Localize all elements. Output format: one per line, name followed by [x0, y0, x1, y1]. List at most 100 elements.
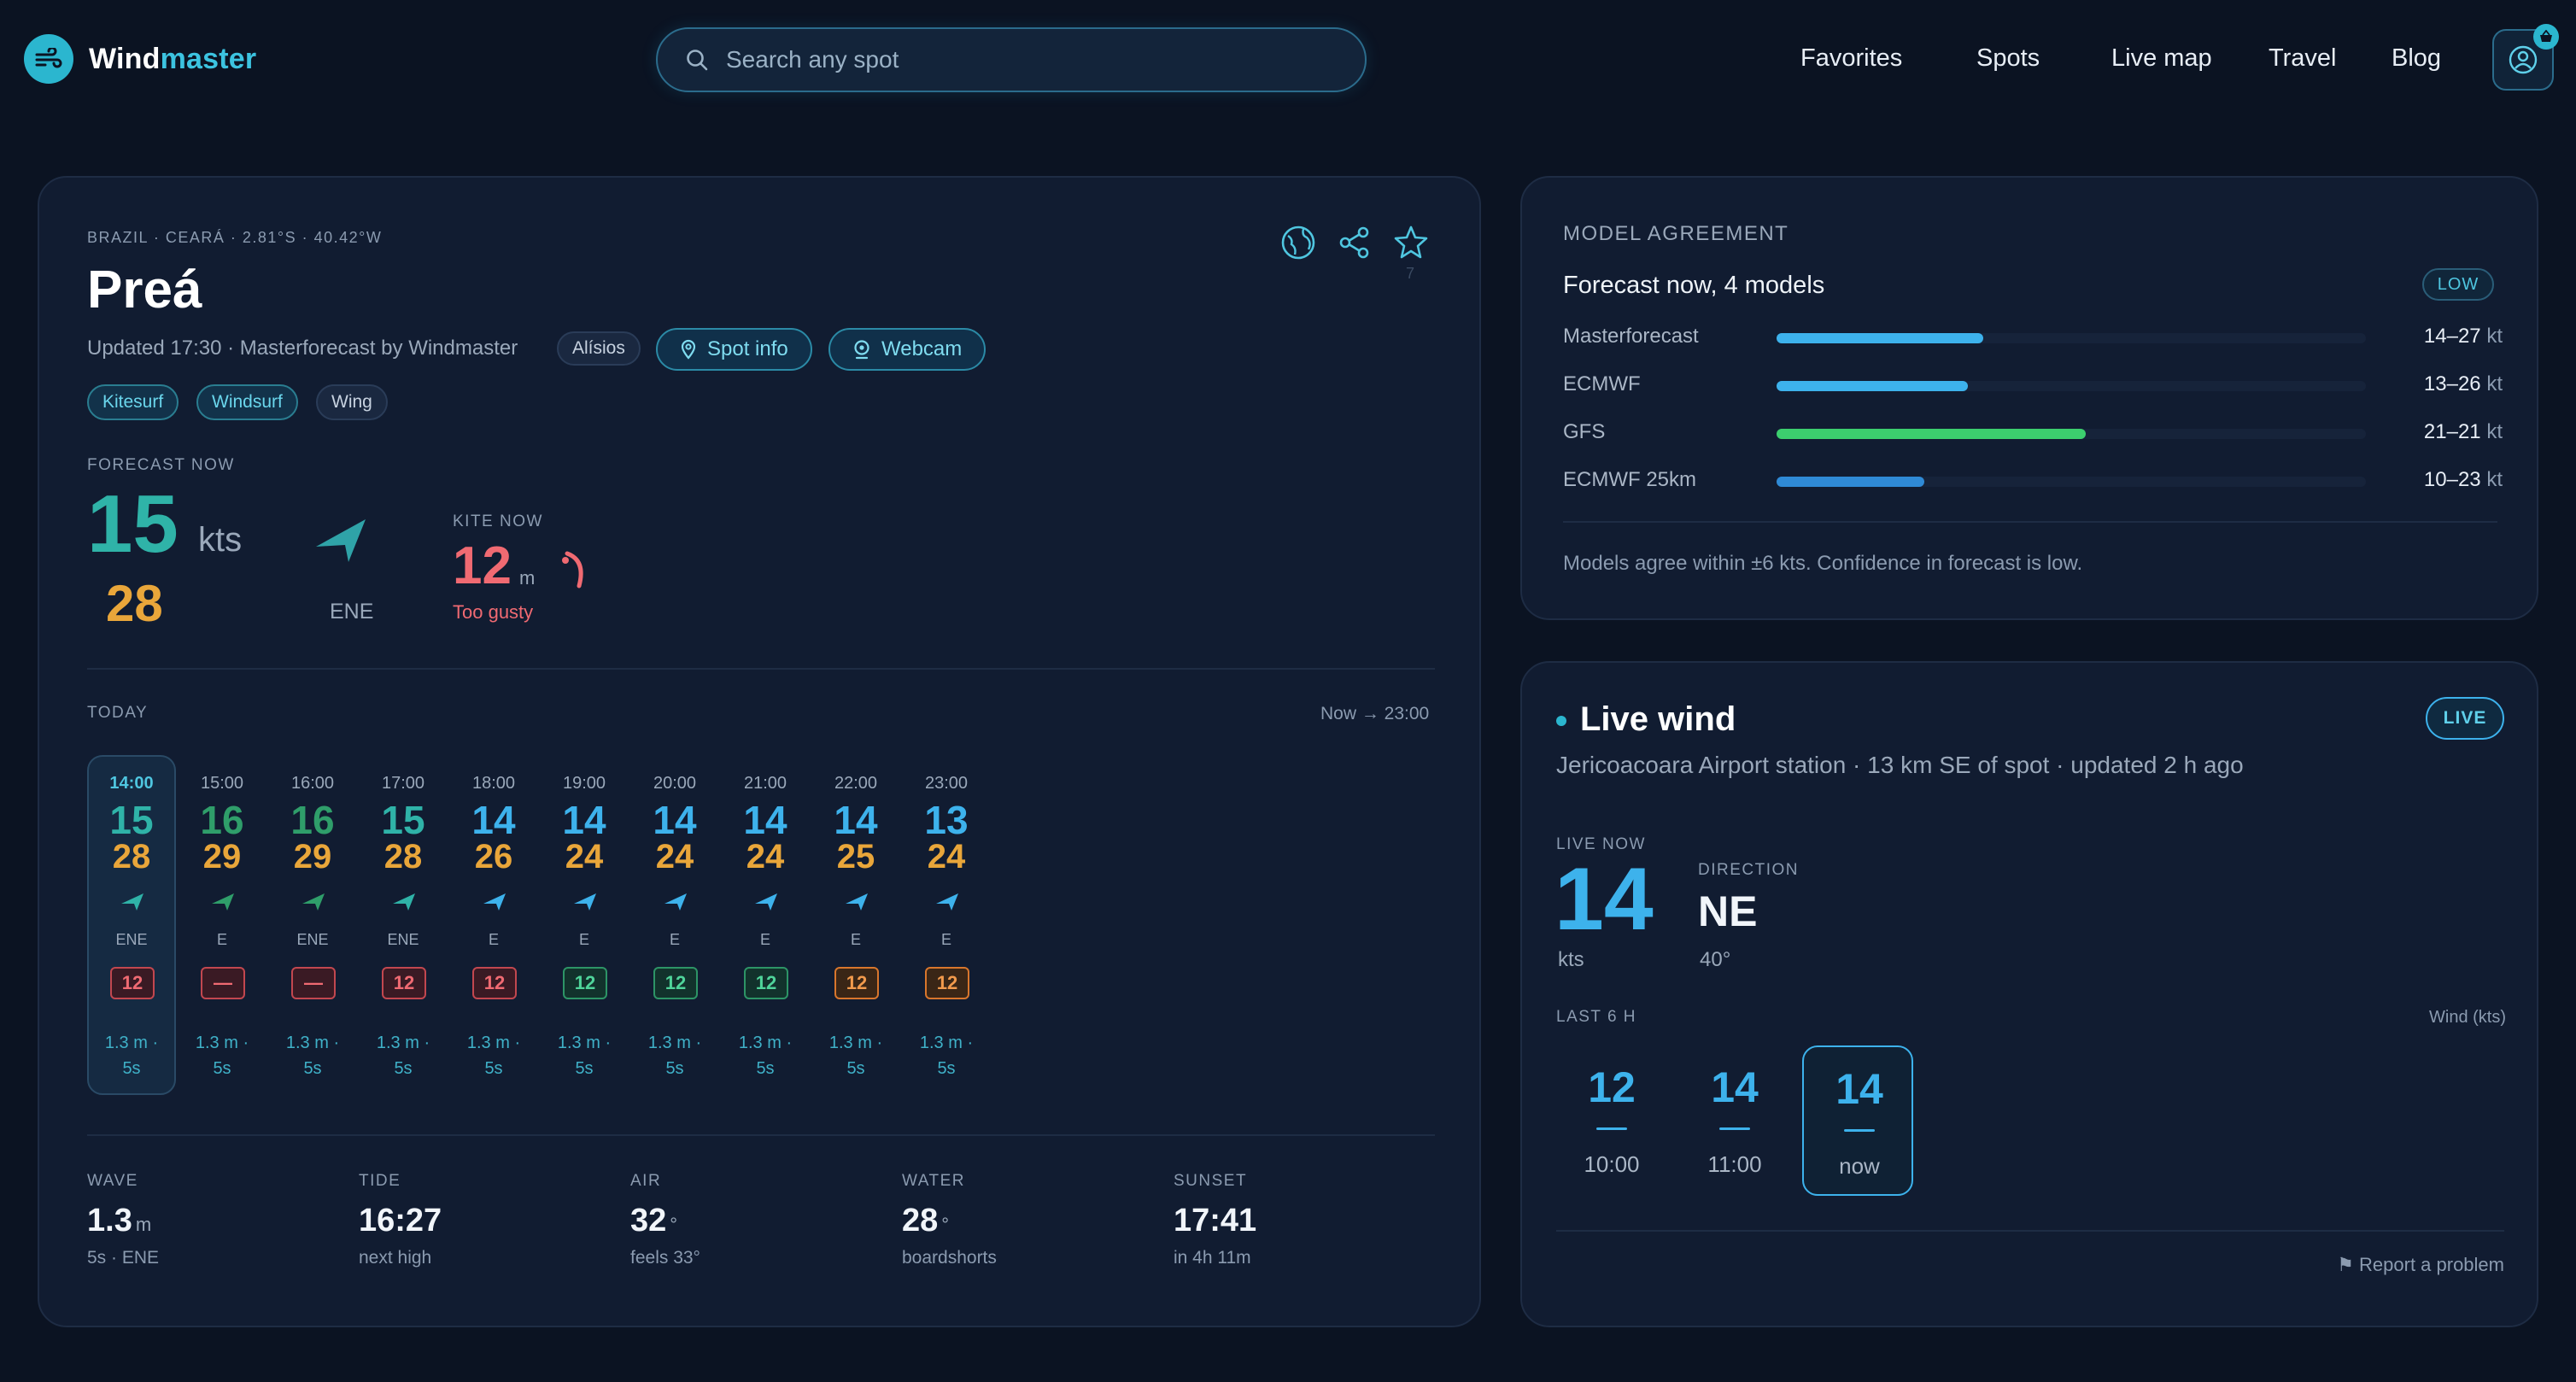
- hour-column[interactable]: 16:00 16 29 ENE — 1.3 m · 5s: [270, 755, 355, 1097]
- history-label: LAST 6 H: [1556, 1008, 1637, 1026]
- search-input[interactable]: [726, 46, 1324, 73]
- hour-column[interactable]: 15:00 16 29 E — 1.3 m · 5s: [179, 755, 265, 1097]
- condition-unit: °: [670, 1214, 678, 1235]
- current-hour-highlight: [87, 755, 176, 1095]
- hour-time: 21:00: [743, 774, 787, 793]
- hour-wind: 13: [924, 798, 969, 842]
- hour-column[interactable]: 21:00 14 24 E 12 1.3 m · 5s: [723, 755, 808, 1097]
- forecast-card: BRAZIL · CEARÁ · 2.81°S · 40.42°W Preá U…: [38, 176, 1481, 1327]
- direction-degrees: 40°: [1700, 948, 1731, 971]
- hour-gust: 28: [383, 838, 423, 875]
- logo[interactable]: Windmaster: [24, 34, 256, 84]
- spot-location: BRAZIL · CEARÁ · 2.81°S · 40.42°W: [87, 229, 383, 246]
- nav-live-map[interactable]: Live map: [2111, 44, 2212, 72]
- hour-wind: 14: [653, 798, 697, 842]
- basket-icon: [2533, 24, 2559, 50]
- hour-gust: 29: [293, 838, 332, 875]
- hour-column[interactable]: 19:00 14 24 E 12 1.3 m · 5s: [542, 755, 627, 1097]
- hour-direction: E: [578, 931, 589, 948]
- kite-size: 12: [453, 536, 512, 595]
- hour-column[interactable]: 22:00 14 25 E 12 1.3 m · 5s: [813, 755, 899, 1097]
- globe-icon[interactable]: [1279, 224, 1317, 261]
- hour-wave: 1.3 m · 5s: [647, 1034, 702, 1078]
- history-unit: Wind (kts): [2429, 1008, 2506, 1027]
- star-icon[interactable]: [1392, 224, 1430, 261]
- sport-chip-windsurf[interactable]: Windsurf: [196, 384, 298, 420]
- sport-chip-kitesurf[interactable]: Kitesurf: [87, 384, 179, 420]
- history-entry[interactable]: 12 10:00: [1556, 1045, 1667, 1196]
- report-problem-link[interactable]: ⚑ Report a problem: [2337, 1254, 2504, 1275]
- condition-sub: next high: [359, 1248, 432, 1268]
- hour-column[interactable]: 17:00 15 28 ENE 12 1.3 m · 5s: [360, 755, 446, 1097]
- nav-blog[interactable]: Blog: [2392, 44, 2442, 72]
- model-row: ECMWF 13–26 kt: [1563, 367, 2503, 401]
- model-bar-fill: [1777, 381, 1969, 391]
- hour-direction: E: [850, 931, 861, 948]
- webcam-label: Webcam: [881, 337, 963, 360]
- model-chip[interactable]: Alísios: [557, 331, 641, 366]
- live-badge: LIVE: [2426, 697, 2504, 740]
- kite-now-label: KITE NOW: [453, 512, 543, 530]
- model-row: ECMWF 25km 10–23 kt: [1563, 463, 2503, 497]
- brand-name: Windmaster: [89, 42, 257, 75]
- today-label: TODAY: [87, 704, 149, 722]
- hour-time: 17:00: [381, 774, 425, 793]
- hour-direction: ENE: [387, 931, 419, 948]
- history-entry[interactable]: 14 11:00: [1679, 1045, 1790, 1196]
- wind-arrow-icon: [301, 892, 326, 912]
- condition-tide: TIDE 16:27 next high: [359, 1172, 445, 1268]
- hour-wind: 14: [834, 798, 878, 842]
- wind-logo-icon: [24, 34, 73, 84]
- hour-wave: 1.3 m · 5s: [195, 1034, 249, 1078]
- model-agreement-card: MODEL AGREEMENT Forecast now, 4 models L…: [1520, 176, 2538, 620]
- pin-icon: [681, 339, 696, 360]
- nav-travel[interactable]: Travel: [2269, 44, 2337, 72]
- wind-arrow-icon: [753, 892, 779, 912]
- account-button[interactable]: [2492, 24, 2559, 91]
- kite-icon: [557, 548, 591, 591]
- hour-time: 23:00: [924, 774, 969, 793]
- hour-direction: ENE: [115, 931, 148, 948]
- hour-kite-size: —: [201, 967, 245, 999]
- hour-wind: 14: [471, 798, 516, 842]
- model-range: 21–21 kt: [2423, 420, 2503, 443]
- hour-column[interactable]: 18:00 14 26 E 12 1.3 m · 5s: [451, 755, 536, 1097]
- history-value: 14: [1835, 1065, 1883, 1113]
- hour-direction: E: [940, 931, 951, 948]
- hour-time: 14:00: [109, 774, 154, 793]
- hour-column[interactable]: 23:00 13 24 E 12 1.3 m · 5s: [904, 755, 989, 1097]
- nav-favorites[interactable]: Favorites: [1800, 44, 1903, 72]
- condition-value: 28: [902, 1203, 939, 1239]
- condition-unit: °: [941, 1214, 950, 1235]
- share-icon[interactable]: [1338, 225, 1372, 260]
- webcam-button[interactable]: Webcam: [828, 328, 986, 371]
- history-value: 12: [1588, 1063, 1636, 1111]
- top-bar: Windmaster Favorites Spots Live map Trav…: [0, 0, 2576, 120]
- spot-info-button[interactable]: Spot info: [656, 328, 812, 371]
- live-station[interactable]: Jericoacoara Airport station · 13 km SE …: [1556, 752, 2244, 778]
- direction-value: NE: [1698, 887, 1758, 935]
- hour-time: 15:00: [200, 774, 244, 793]
- history-entry[interactable]: 14 now: [1802, 1045, 1913, 1196]
- condition-sub: boardshorts: [902, 1248, 997, 1268]
- hour-wave: 1.3 m · 5s: [285, 1034, 340, 1078]
- condition-sunset: SUNSET 17:41 in 4h 11m: [1174, 1172, 1260, 1268]
- hour-column[interactable]: 20:00 14 24 E 12 1.3 m · 5s: [632, 755, 717, 1097]
- wind-arrow-icon: [120, 892, 145, 912]
- hour-gust: 24: [746, 838, 785, 875]
- hourly-forecast: 14:00 15 28 ENE 12 1.3 m · 5s 15:00 16 29…: [87, 755, 1027, 1097]
- wind-arrow-icon: [210, 892, 236, 912]
- hour-time: 20:00: [653, 774, 697, 793]
- hour-wind: 15: [109, 798, 154, 842]
- history-dash: [1719, 1127, 1750, 1130]
- hour-wave: 1.3 m · 5s: [557, 1034, 612, 1078]
- search-bar[interactable]: [656, 27, 1367, 92]
- sport-chip-wing[interactable]: Wing: [316, 384, 388, 420]
- history-value: 14: [1711, 1063, 1759, 1111]
- hour-column[interactable]: 14:00 15 28 ENE 12 1.3 m · 5s: [89, 755, 174, 1097]
- history-time: now: [1839, 1153, 1880, 1179]
- favorite-count: 7: [1406, 265, 1415, 282]
- divider: [87, 1134, 1435, 1136]
- hour-wave: 1.3 m · 5s: [828, 1034, 883, 1078]
- nav-spots[interactable]: Spots: [1976, 44, 2040, 72]
